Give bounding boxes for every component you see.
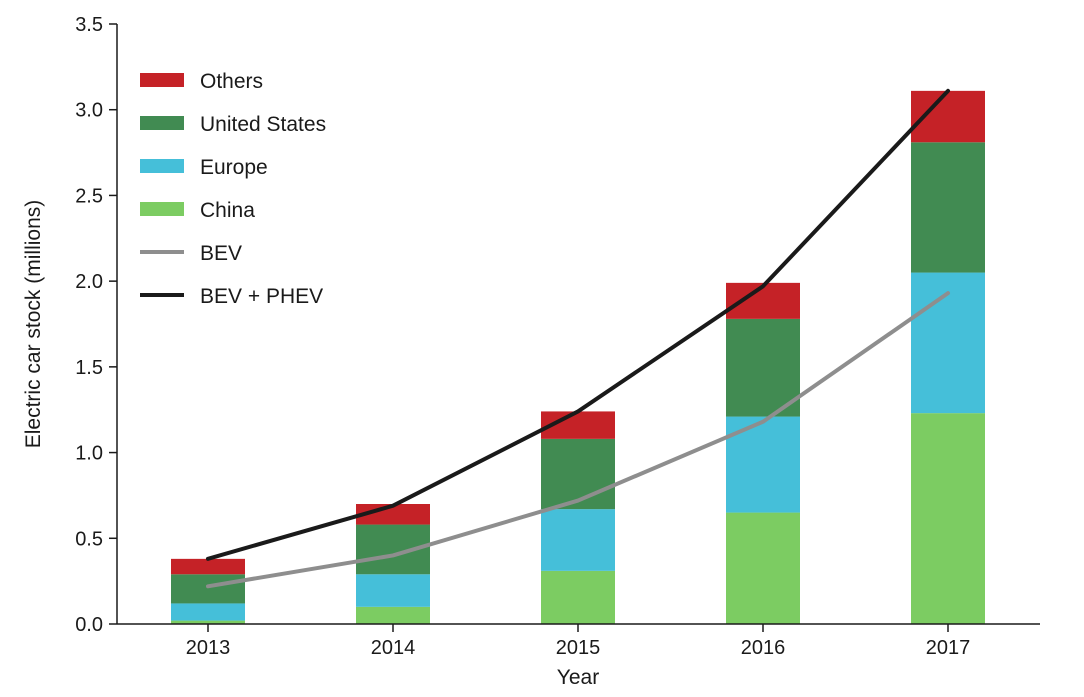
legend-label-bev: BEV (200, 242, 242, 265)
line-series-bev (206, 291, 950, 589)
x-tick-label: 2013 (186, 637, 231, 659)
bars-layer (171, 90, 985, 624)
bar-segment-china-2013 (171, 620, 245, 624)
legend-label-europe: Europe (200, 156, 268, 179)
bar-segment-united-states-2016 (726, 318, 800, 417)
bar-segment-china-2015 (541, 570, 615, 624)
line-series-bev-phev (206, 88, 950, 561)
y-tick-label: 3.0 (75, 100, 103, 122)
bar-segment-united-states-2015 (541, 438, 615, 510)
y-tick-label: 1.0 (75, 443, 103, 465)
bar-segment-china-2016 (726, 512, 800, 624)
bar-segment-china-2014 (356, 606, 430, 624)
x-tick-label: 2016 (741, 637, 786, 659)
bar-segment-united-states-2013 (171, 574, 245, 604)
x-tick-label: 2015 (556, 637, 601, 659)
bar-segment-europe-2013 (171, 603, 245, 621)
bar-segment-europe-2014 (356, 574, 430, 607)
y-axis-title: Electric car stock (millions) (22, 200, 45, 449)
legend-label-others: Others (200, 70, 263, 93)
y-tick-label: 0.5 (75, 528, 103, 550)
bar-segment-europe-2017 (911, 272, 985, 414)
y-ticks: 0.0 0.5 1.0 1.5 2.0 2.5 3.0 3.5 (75, 14, 117, 636)
y-tick-label: 3.5 (75, 14, 103, 36)
legend: Others United States Europe China BEV BEV + P… (140, 70, 326, 308)
legend-swatch-europe (140, 159, 184, 173)
y-tick-label: 2.0 (75, 271, 103, 293)
bar-segment-united-states-2017 (911, 142, 985, 273)
y-tick-label: 2.5 (75, 185, 103, 207)
y-tick-label: 1.5 (75, 357, 103, 379)
legend-label-united-states: United States (200, 113, 326, 136)
bar-segment-others-2013 (171, 558, 245, 575)
legend-label-china: China (200, 199, 255, 222)
x-tick-label: 2014 (371, 637, 416, 659)
y-tick-label: 0.0 (75, 614, 103, 636)
x-tick-label: 2017 (926, 637, 971, 659)
legend-label-bev-phev: BEV + PHEV (200, 285, 323, 308)
legend-swatch-united-states (140, 116, 184, 130)
legend-swatch-others (140, 73, 184, 87)
legend-swatch-china (140, 202, 184, 216)
bar-segment-china-2017 (911, 413, 985, 624)
lines-layer (206, 88, 950, 589)
x-ticks: 2013 2014 2015 2016 2017 (186, 624, 971, 659)
bar-segment-europe-2015 (541, 509, 615, 571)
x-axis-title: Year (557, 666, 599, 689)
